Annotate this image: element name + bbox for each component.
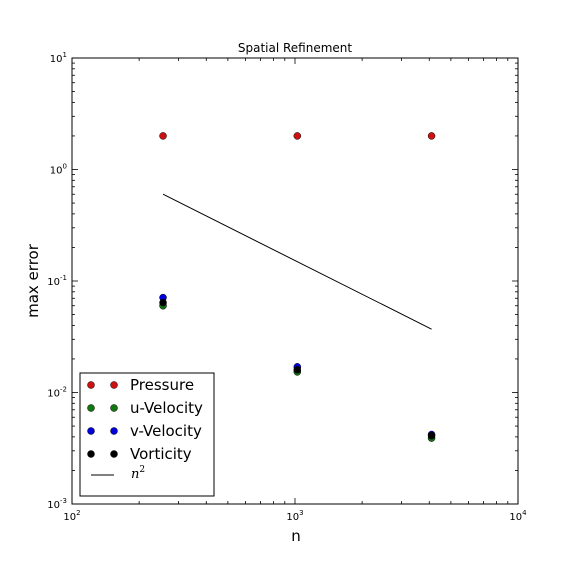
- x-axis-label: n: [291, 527, 301, 545]
- y-tick-label-base: 10: [50, 54, 63, 65]
- y-tick-label-base: 10: [47, 389, 60, 400]
- legend-label-reference-base: n: [131, 467, 139, 482]
- pressure-point: [159, 132, 167, 140]
- y-tick-label-exponent: -3: [60, 497, 67, 505]
- y-tick-label: 10-2: [47, 386, 67, 400]
- legend-marker-v-velocity: [110, 427, 118, 435]
- pressure-point: [293, 132, 302, 140]
- y-tick-label-exponent: 1: [63, 51, 67, 59]
- vorticity-point: [159, 298, 167, 307]
- legend-marker-u-velocity: [87, 404, 95, 412]
- legend-label-v-velocity: v-Velocity: [130, 422, 202, 440]
- x-tick-label-exponent: 3: [299, 509, 303, 517]
- chart-title: Spatial Refinement: [238, 41, 353, 55]
- y-tick-label: 101: [50, 51, 67, 65]
- legend-label-pressure: Pressure: [130, 376, 194, 394]
- legend: Pressure u-Velocity v-Velocity Vorticity n2: [79, 372, 215, 497]
- legend-marker-pressure: [87, 381, 95, 389]
- y-tick-label-exponent: 0: [63, 163, 67, 171]
- vorticity-point: [293, 365, 302, 374]
- y-axis-label: max error: [24, 243, 42, 318]
- legend-label-reference-exponent: 2: [139, 465, 145, 475]
- reference-line: [162, 193, 432, 330]
- legend-marker-v-velocity: [87, 427, 95, 435]
- legend-label-u-velocity: u-Velocity: [130, 399, 203, 417]
- y-tick-label: 10-3: [47, 497, 67, 511]
- x-tick-label-base: 10: [286, 512, 299, 523]
- legend-marker-u-velocity: [110, 404, 118, 412]
- legend-marker-vorticity: [87, 450, 95, 458]
- y-tick-label-base: 10: [47, 500, 60, 511]
- x-tick-label-exponent: 4: [522, 509, 527, 517]
- legend-label-reference: n2: [131, 465, 145, 482]
- x-tick-label: 102: [63, 509, 80, 523]
- x-tick-label: 103: [286, 509, 303, 523]
- y-tick-label-base: 10: [50, 166, 63, 177]
- y-tick-label-exponent: -1: [60, 274, 67, 282]
- y-tick-label-base: 10: [47, 277, 60, 288]
- x-tick-label-exponent: 2: [76, 509, 80, 517]
- y-tick-label-exponent: -2: [60, 386, 67, 394]
- y-tick-label: 100: [50, 163, 67, 177]
- vorticity-point: [427, 431, 436, 440]
- x-tick-label-base: 10: [63, 512, 76, 523]
- x-tick-label: 104: [509, 509, 527, 523]
- pressure-point: [427, 132, 436, 140]
- legend-marker-vorticity: [110, 450, 118, 458]
- y-tick-label: 10-1: [47, 274, 67, 288]
- legend-marker-pressure: [110, 381, 118, 389]
- legend-label-vorticity: Vorticity: [130, 445, 192, 463]
- x-tick-label-base: 10: [509, 512, 522, 523]
